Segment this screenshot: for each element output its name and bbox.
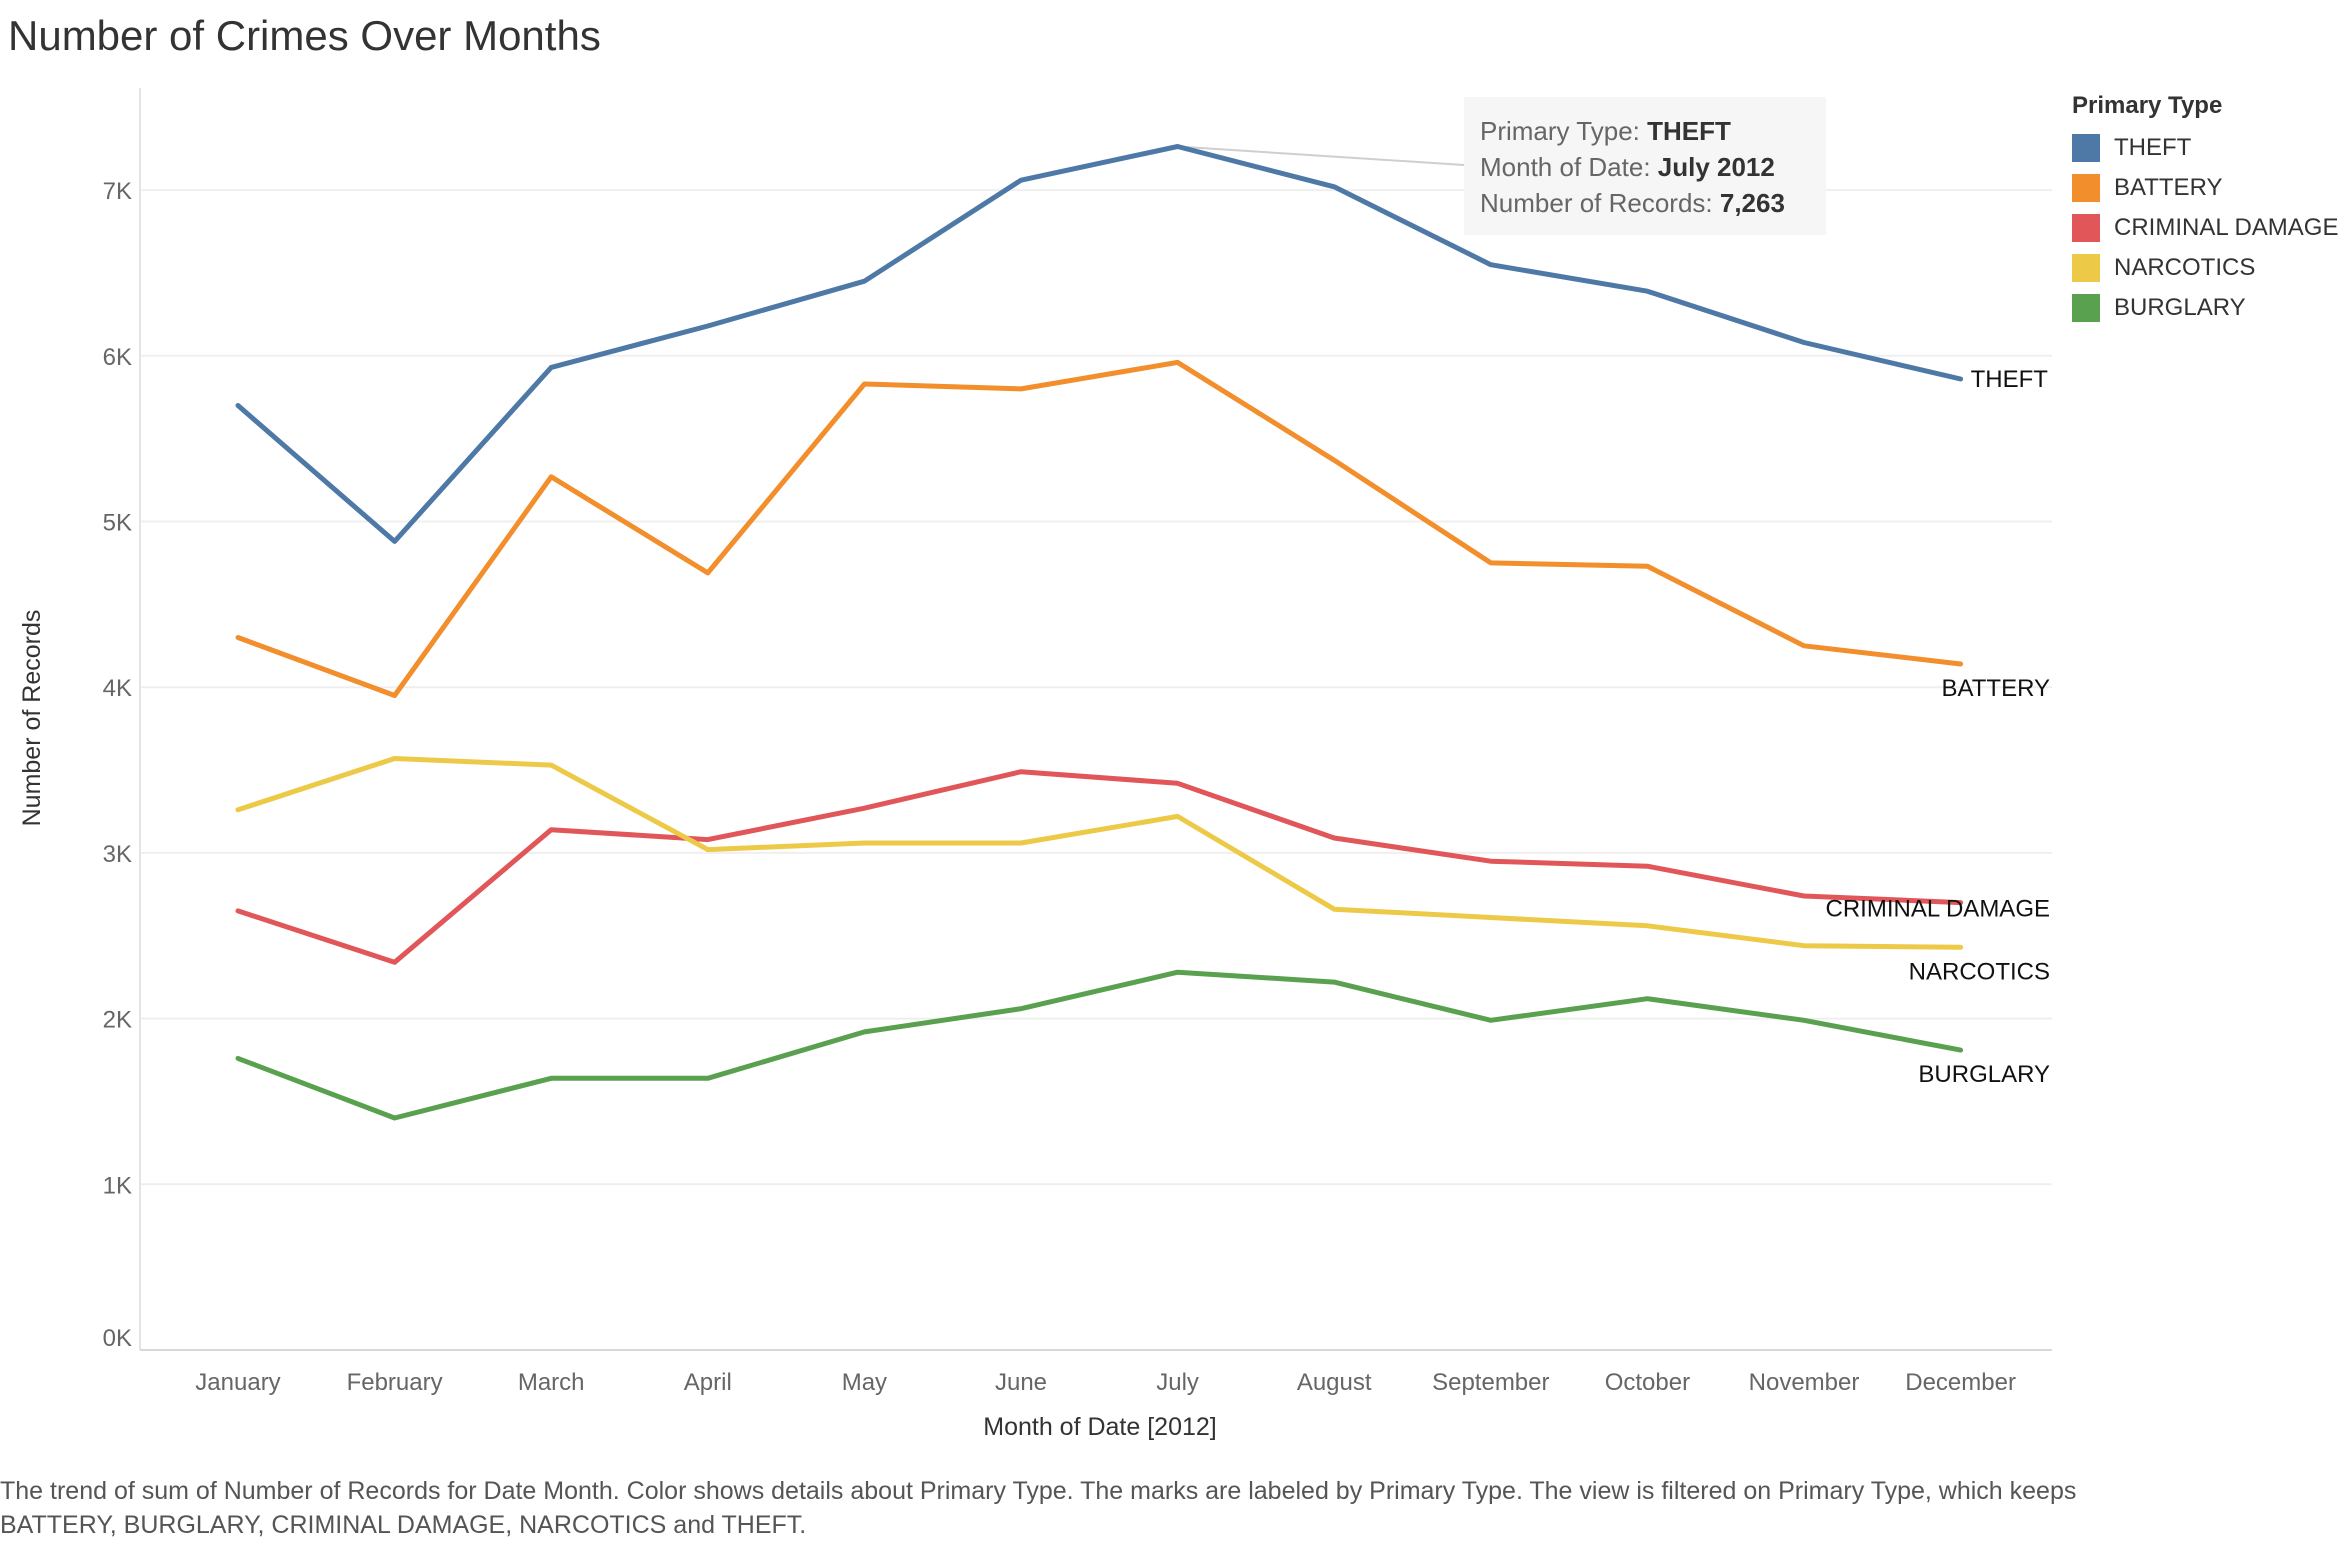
tooltip-records-value: 7,263: [1719, 188, 1785, 218]
series-lines: [235, 144, 1964, 1121]
series-label-narcotics: NARCOTICS: [1909, 958, 2050, 985]
tooltip-connector-line: [1177, 145, 1465, 166]
x-tick-label: August: [1297, 1369, 1372, 1396]
legend-swatch: [2072, 214, 2100, 242]
x-tick-label: December: [1905, 1369, 2016, 1396]
x-tick-label: May: [842, 1369, 887, 1396]
legend-item-criminal-damage[interactable]: CRIMINAL DAMAGE: [2072, 208, 2338, 248]
series-line-criminal-damage[interactable]: [235, 769, 1964, 965]
y-axis-title: Number of Records: [18, 610, 46, 827]
y-tick-label: 4K: [103, 675, 132, 702]
tooltip-month: Month of Date: July 2012: [1480, 149, 1810, 185]
chart-caption: The trend of sum of Number of Records fo…: [0, 1477, 2077, 1539]
legend-item-burglary[interactable]: BURGLARY: [2072, 288, 2338, 328]
x-tick-label: September: [1432, 1369, 1549, 1396]
x-tick-label: March: [518, 1369, 585, 1396]
series-label-theft: THEFT: [1971, 366, 2049, 393]
legend-item-theft[interactable]: THEFT: [2072, 128, 2338, 168]
tooltip-records-label: Number of Records:: [1480, 188, 1720, 218]
x-tick-label: October: [1605, 1369, 1690, 1396]
y-tick-label: 1K: [103, 1172, 132, 1199]
legend-item-narcotics[interactable]: NARCOTICS: [2072, 248, 2338, 288]
y-axis: 0K 1K 2K 3K 4K 5K 6K 7K: [103, 88, 141, 1352]
tooltip-type-value: THEFT: [1647, 116, 1731, 146]
x-tick-label: February: [347, 1369, 443, 1396]
series-label-burglary: BURGLARY: [1918, 1061, 2050, 1088]
tooltip-connector: [1177, 145, 1465, 166]
legend-label: THEFT: [2114, 134, 2192, 161]
tooltip-month-label: Month of Date:: [1480, 152, 1658, 182]
series-label-battery: BATTERY: [1942, 675, 2050, 702]
x-tick-label: July: [1156, 1369, 1199, 1396]
tooltip-month-value: July 2012: [1657, 152, 1775, 182]
series-line-theft[interactable]: [235, 144, 1964, 544]
legend-label: BURGLARY: [2114, 294, 2246, 321]
x-tick-label: June: [995, 1369, 1047, 1396]
y-tick-label: 6K: [103, 344, 132, 371]
y-tick-label: 3K: [103, 841, 132, 868]
y-tick-label: 7K: [103, 178, 132, 205]
legend: Primary Type THEFT BATTERY CRIMINAL DAMAGE…: [2072, 92, 2338, 328]
x-tick-label: January: [195, 1369, 280, 1396]
legend-label: BATTERY: [2114, 174, 2223, 201]
legend-swatch: [2072, 174, 2100, 202]
legend-swatch: [2072, 254, 2100, 282]
legend-label: NARCOTICS: [2114, 254, 2256, 281]
y-tick-label: 2K: [103, 1007, 132, 1034]
legend-swatch: [2072, 294, 2100, 322]
series-label-criminal-damage: CRIMINAL DAMAGE: [1826, 896, 2050, 923]
tooltip-records: Number of Records: 7,263: [1480, 185, 1810, 221]
x-axis-title: Month of Date [2012]: [983, 1413, 1216, 1441]
legend-swatch: [2072, 134, 2100, 162]
y-tick-label: 0K: [103, 1325, 132, 1352]
legend-item-battery[interactable]: BATTERY: [2072, 168, 2338, 208]
x-tick-label: November: [1749, 1369, 1860, 1396]
chart-title: Number of Crimes Over Months: [8, 12, 601, 59]
tooltip-primary-type: Primary Type: THEFT: [1480, 113, 1810, 149]
x-tick-label: April: [684, 1369, 732, 1396]
y-tick-label: 5K: [103, 510, 132, 537]
series-line-burglary[interactable]: [235, 969, 1964, 1121]
legend-items: THEFT BATTERY CRIMINAL DAMAGE NARCOTICS BURG…: [2072, 128, 2338, 328]
x-axis: January February March April May June July Augu…: [140, 1349, 2052, 1396]
series-end-labels: THEFT BATTERY CRIMINAL DAMAGE NARCOTICS BURG…: [1826, 366, 2050, 1088]
series-line-battery[interactable]: [235, 359, 1964, 698]
series-line-narcotics[interactable]: [235, 756, 1964, 950]
legend-label: CRIMINAL DAMAGE: [2114, 214, 2339, 241]
tooltip-type-label: Primary Type:: [1480, 116, 1648, 146]
gridlines: [140, 189, 2052, 1186]
tooltip: Primary Type: THEFT Month of Date: July …: [1464, 97, 1826, 235]
legend-title: Primary Type: [2072, 92, 2223, 119]
